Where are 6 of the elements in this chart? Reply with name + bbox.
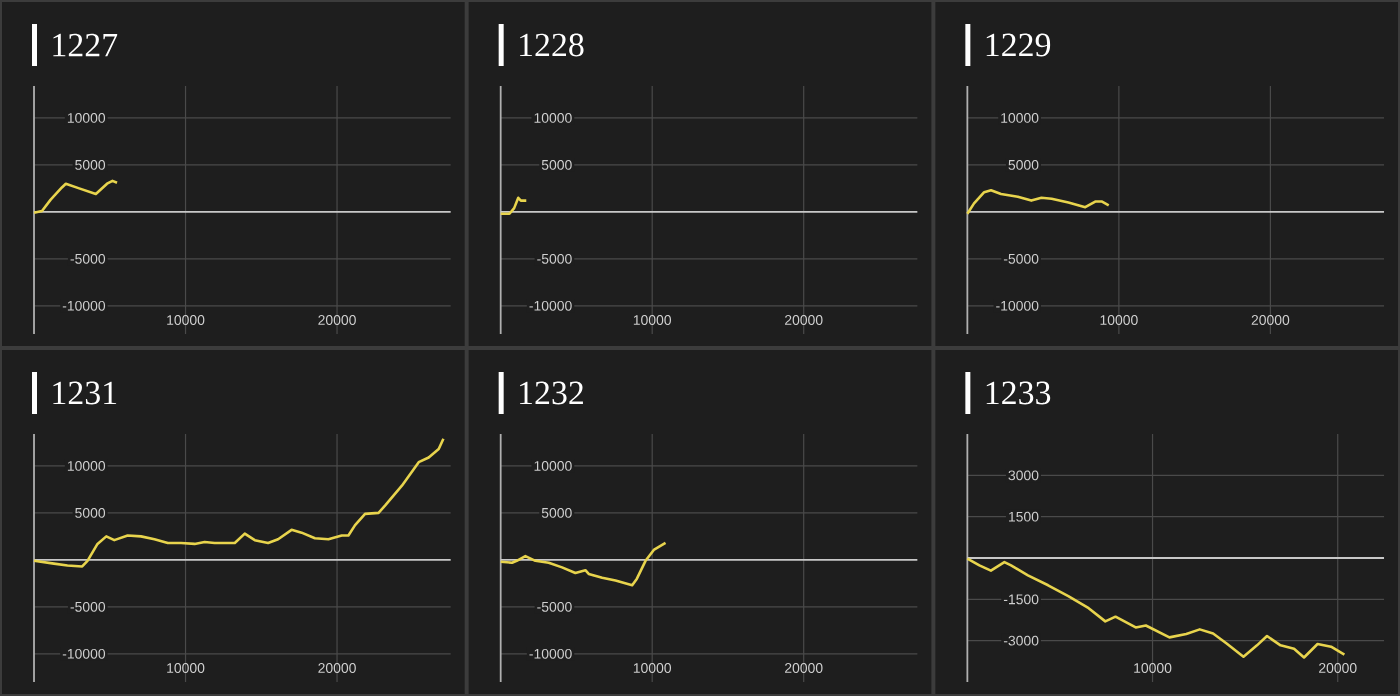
chart-title: 1232 [520, 381, 583, 405]
chart-title: 1231 [53, 381, 117, 405]
chart-title: 1228 [520, 33, 584, 57]
chart-title: 1233 [986, 381, 1051, 405]
chart-title: 1229 [986, 33, 1051, 57]
chart-title: 1227 [53, 33, 118, 57]
